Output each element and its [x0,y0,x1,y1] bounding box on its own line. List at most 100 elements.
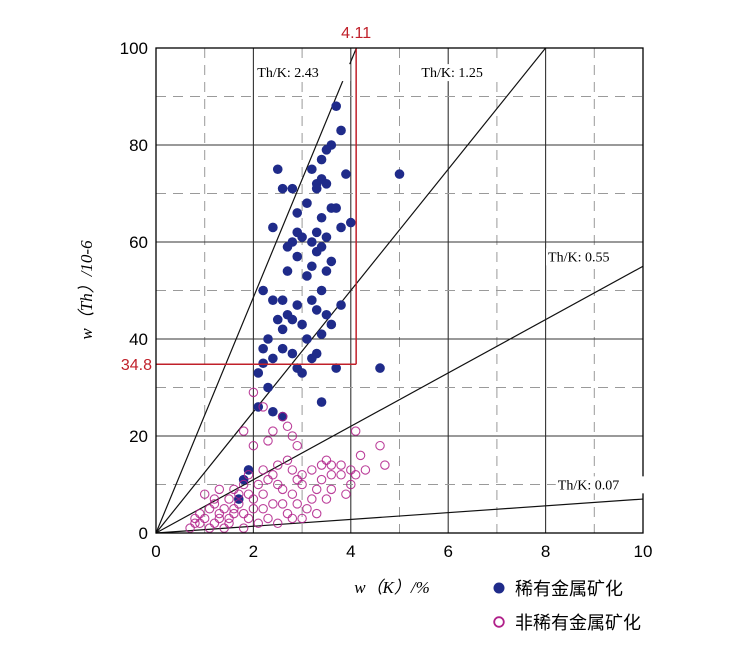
x-tick-label: 10 [634,542,653,561]
data-point-non-rare-metal [326,460,337,470]
data-point-non-rare-metal [277,484,288,495]
data-point-non-rare-metal [190,513,200,524]
data-point-non-rare-metal [375,440,385,451]
data-point-rare-metal [253,402,264,412]
data-point-rare-metal [302,334,312,344]
data-point-rare-metal [321,232,332,242]
y-tick-labels: 0 20 40 60 80 100 [120,39,148,543]
legend: 稀有金属矿化 非稀有金属矿化 [493,579,641,634]
ratio-label-background [419,64,515,82]
data-point-non-rare-metal [282,455,293,465]
data-point-non-rare-metal [350,470,361,480]
data-point-rare-metal [258,343,268,354]
data-point-non-rare-metal [199,513,210,524]
data-point-non-rare-metal [287,465,298,475]
data-point-rare-metal [233,494,244,504]
x-tick-label: 8 [541,542,550,561]
data-point-rare-metal [272,314,283,325]
data-point-non-rare-metal [238,508,249,519]
data-point-rare-metal [297,319,307,330]
data-point-rare-metal [277,183,288,194]
data-point-non-rare-metal [311,508,322,519]
data-point-non-rare-metal [229,503,239,514]
data-point-non-rare-metal [287,489,298,499]
data-point-rare-metal [321,309,332,320]
data-point-non-rare-metal [234,489,244,499]
data-point-rare-metal [277,295,288,306]
data-point-non-rare-metal [311,484,322,495]
data-point-rare-metal [307,261,317,272]
data-point-rare-metal [277,411,288,422]
y-tick-label: 100 [120,39,148,58]
ratio-label-background [555,476,651,494]
data-point-rare-metal [238,474,249,485]
data-point-non-rare-metal [238,426,249,436]
x-tick-label: 2 [249,542,258,561]
data-point-rare-metal [316,285,327,296]
data-point-non-rare-metal [214,508,225,519]
data-point-non-rare-metal [321,494,332,504]
data-point-non-rare-metal [346,465,356,475]
y-tick-label: 80 [129,136,148,155]
data-point-rare-metal [302,271,312,281]
data-point-non-rare-metal [258,465,268,475]
ratio-line-labels: Th/K: 2.43 Th/K: 1.25 Th/K: 0.55 Th/K: 0.07 [255,64,651,494]
y-tick-label: 0 [139,524,148,543]
data-point-rare-metal [326,319,337,330]
data-point-non-rare-metal [360,465,371,475]
data-point-non-rare-metal [258,489,268,499]
data-point-non-rare-metal [341,489,351,499]
data-point-rare-metal [282,242,293,252]
plot-frame [155,47,644,534]
data-point-non-rare-metal [277,411,288,422]
data-point-non-rare-metal [248,440,259,451]
data-point-rare-metal [341,169,351,179]
data-point-non-rare-metal [204,503,215,514]
data-point-non-rare-metal [346,479,356,490]
data-point-non-rare-metal [268,426,278,436]
data-point-rare-metal [297,368,307,378]
data-point-non-rare-metal [307,465,317,475]
data-point-non-rare-metal [234,499,244,509]
data-point-rare-metal [307,295,317,306]
legend-label-rare-metal: 稀有金属矿化 [515,579,623,600]
data-point-non-rare-metal [248,503,259,514]
data-point-non-rare-metal [195,508,205,519]
data-point-non-rare-metal [248,387,259,398]
data-point-non-rare-metal [214,484,225,495]
data-point-non-rare-metal [243,470,254,480]
data-point-non-rare-metal [268,470,278,480]
data-point-non-rare-metal [282,421,293,432]
data-point-rare-metal [321,266,332,276]
data-point-non-rare-metal [253,518,264,529]
data-point-non-rare-metal [282,508,293,519]
data-point-rare-metal [394,169,405,179]
ratio-line [155,47,547,534]
data-point-non-rare-metal [316,474,327,485]
data-point-rare-metal [316,212,327,223]
threshold-label-y: 34.8 [121,357,152,374]
data-point-rare-metal [302,198,312,208]
ratio-label-background [255,64,351,82]
y-tick-label: 40 [129,330,148,349]
data-point-non-rare-metal [219,503,229,514]
y-axis-label: w（Th）/10-6 [77,240,96,340]
data-point-non-rare-metal [316,460,327,470]
data-point-rare-metal [287,183,298,194]
data-point-non-rare-metal [297,513,307,524]
data-point-rare-metal [263,382,273,393]
ratio-line [155,265,644,534]
data-point-non-rare-metal [336,470,346,480]
data-point-rare-metal [287,348,298,359]
data-point-non-rare-metal [277,499,288,509]
x-tick-labels: 0 2 4 6 8 10 [151,542,652,561]
data-point-rare-metal [253,368,264,378]
x-tick-label: 4 [346,542,355,561]
data-point-non-rare-metal [253,479,264,490]
data-point-rare-metal [336,300,346,310]
threshold-lines: 4.11 34.8 [121,25,371,374]
data-point-rare-metal [316,329,327,339]
data-point-non-rare-metal [229,484,239,495]
data-point-non-rare-metal [321,455,332,465]
